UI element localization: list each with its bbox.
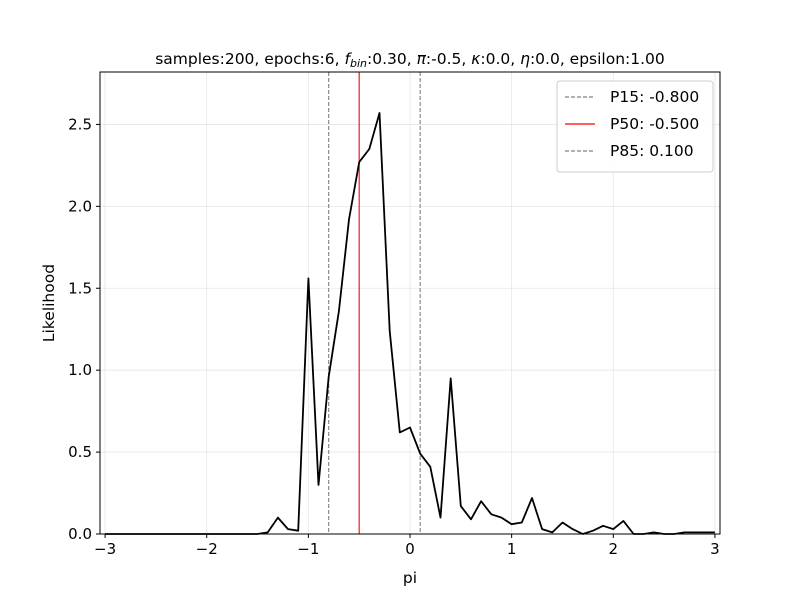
y-tick-label: 1.0 [68,361,92,379]
y-axis-label: Likelihood [40,264,58,342]
y-tick-label: 0.5 [68,443,92,461]
chart-title: samples:200, epochs:6, fbin:0.30, π:-0.5… [155,50,665,70]
title-f-value: :0.30, [367,50,417,68]
x-tick-label: −1 [297,540,319,558]
y-axis-ticks: 0.0 0.5 1.0 1.5 2.0 2.5 [68,115,100,543]
y-tick-label: 1.5 [68,279,92,297]
legend-frame [556,80,714,173]
x-tick-label: 3 [710,540,720,558]
title-f-symbol: f [345,50,353,68]
title-eta-symbol: η [520,50,530,68]
y-tick-label: 2.0 [68,197,92,215]
y-tick-label: 0.0 [68,525,92,543]
x-tick-label: −3 [94,540,116,558]
title-pi-value: :-0.5, [426,50,471,68]
legend: P15: -0.800 P50: -0.500 P85: 0.100 [556,80,714,173]
x-tick-label: 0 [405,540,415,558]
x-tick-label: 1 [507,540,517,558]
legend-entry-label: P50: -0.500 [610,115,699,133]
title-kappa-symbol: κ [471,50,481,68]
x-axis-label: pi [403,569,417,587]
title-pi-symbol: π [417,50,427,68]
y-tick-label: 2.5 [68,115,92,133]
title-kappa-value: :0.0, [480,50,520,68]
percentile-lines [328,72,421,534]
title-f-subscript: bin [350,57,367,70]
x-tick-label: 2 [609,540,619,558]
title-prefix: samples:200, epochs:6, [155,50,344,68]
title-eta-value: :0.0, epsilon:1.00 [530,50,665,68]
x-axis-ticks: −3 −2 −1 0 1 2 3 [94,534,720,558]
legend-entry-label: P15: -0.800 [610,88,699,106]
x-tick-label: −2 [196,540,218,558]
legend-entry-label: P85: 0.100 [610,142,694,160]
